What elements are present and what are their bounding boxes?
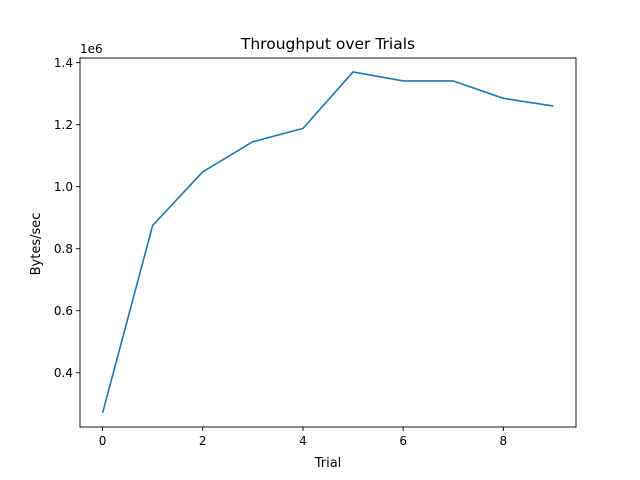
- x-tick-label: 2: [199, 434, 207, 448]
- x-tick-label: 8: [500, 434, 508, 448]
- y-tick-label: 1.4: [54, 56, 73, 70]
- x-axis-label: Trial: [314, 456, 342, 471]
- y-tick-label: 0.4: [54, 366, 73, 380]
- y-offset-label: 1e6: [80, 42, 103, 56]
- y-tick-label: 0.8: [54, 242, 73, 256]
- x-tick-label: 0: [99, 434, 107, 448]
- y-axis-label: Bytes/sec: [29, 213, 44, 276]
- y-tick-label: 1.2: [54, 118, 73, 132]
- series-line-0: [101, 71, 554, 414]
- chart-title: Throughput over Trials: [240, 35, 415, 53]
- y-tick-label: 0.6: [54, 304, 73, 318]
- y-tick-label: 1.0: [54, 180, 73, 194]
- x-tick-label: 6: [399, 434, 407, 448]
- axes-frame: [79, 57, 577, 428]
- x-tick-label: 4: [299, 434, 307, 448]
- plot-area: 0 2 4 6 8 0.4 0.6 0.8 1.0 1.2 1.4: [54, 56, 577, 448]
